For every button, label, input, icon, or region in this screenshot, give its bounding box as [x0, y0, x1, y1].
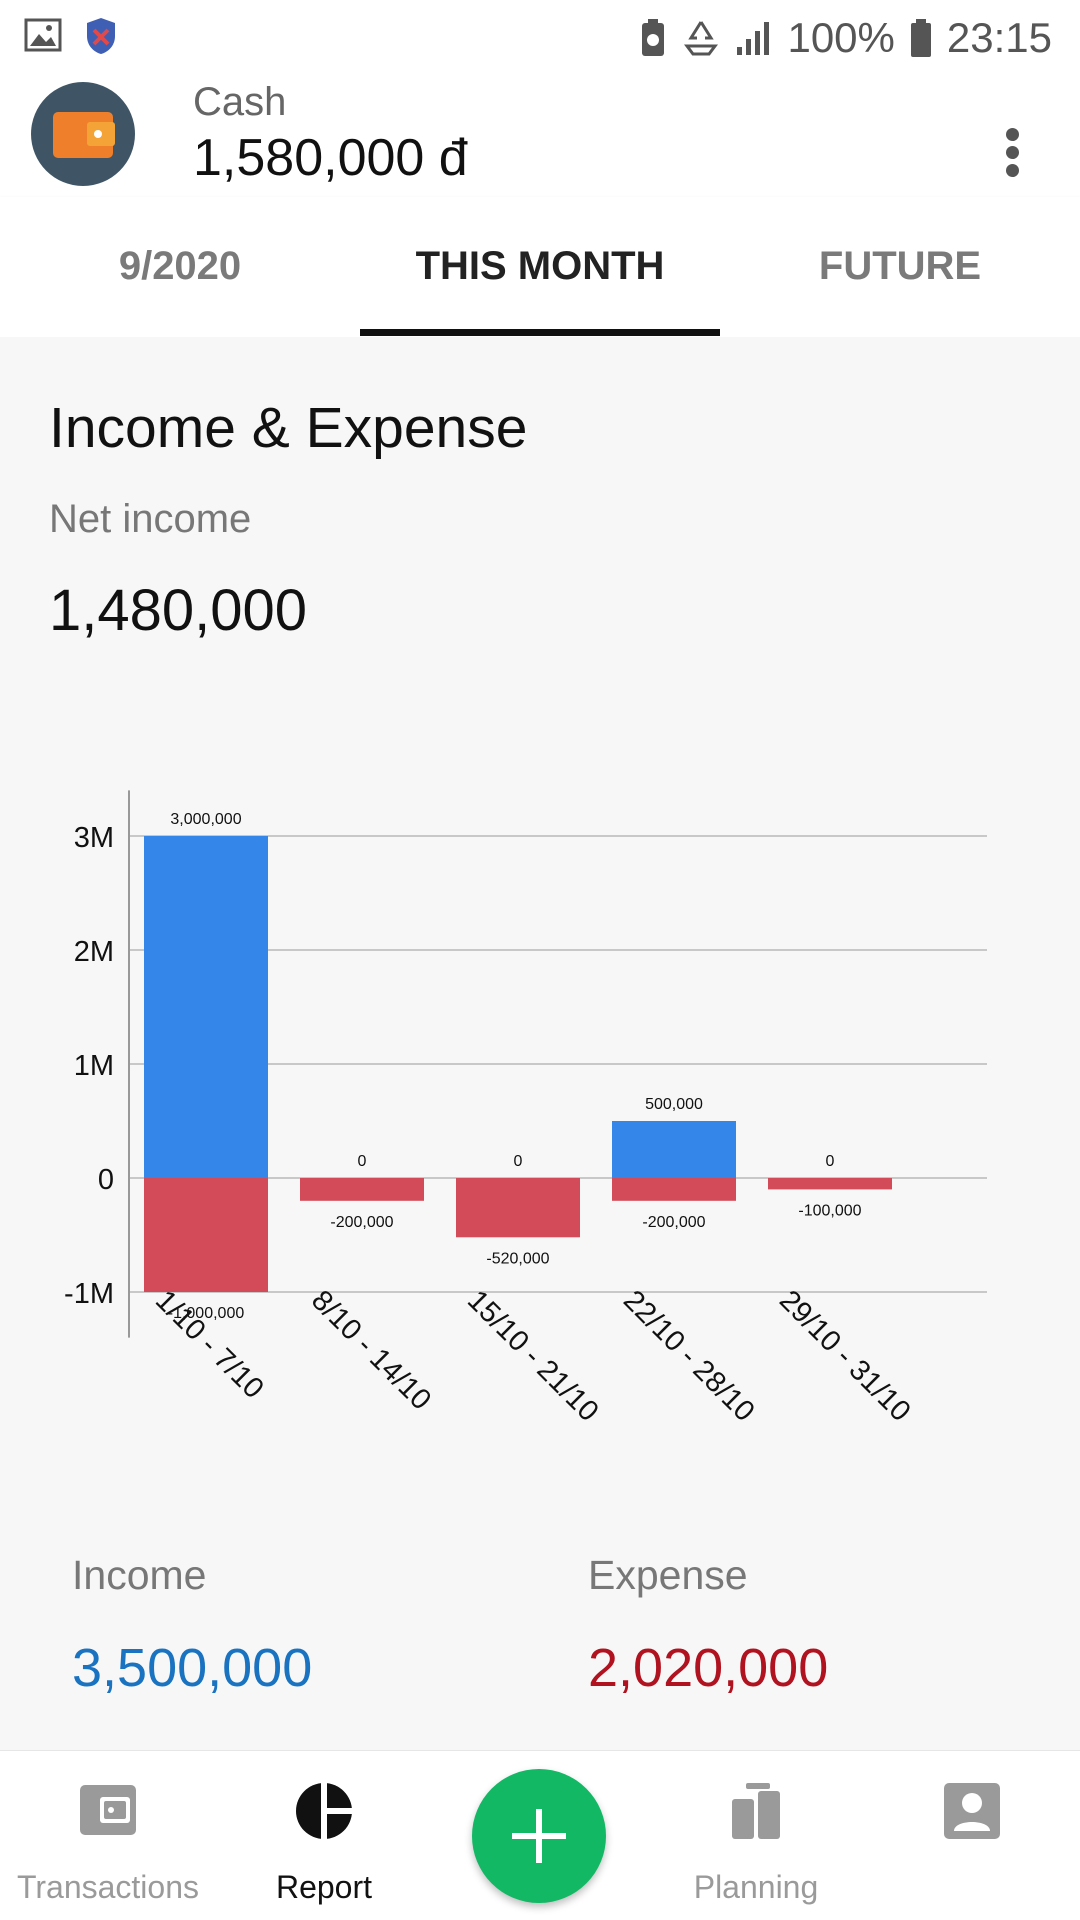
- expense-data-label: -200,000: [330, 1214, 393, 1231]
- status-bar: 100% 23:15: [0, 0, 1080, 72]
- active-tab-indicator: [360, 329, 720, 336]
- account-icon: [944, 1783, 1000, 1839]
- nav-planning[interactable]: Planning: [648, 1751, 864, 1920]
- wallet-name[interactable]: Cash: [193, 80, 287, 124]
- expense-data-label: -100,000: [798, 1202, 861, 1219]
- nav-report-label: Report: [275, 1869, 373, 1905]
- battery-icon: [910, 19, 931, 57]
- expense-data-label: -200,000: [642, 1214, 705, 1231]
- x-category-label: 15/10 - 21/10: [461, 1284, 604, 1427]
- nav-transactions[interactable]: Transactions: [0, 1751, 216, 1920]
- income-label: Income: [72, 1552, 207, 1598]
- y-tick-label: -1M: [64, 1278, 114, 1310]
- more-options-icon[interactable]: [1006, 128, 1022, 178]
- x-category-label: 22/10 - 28/10: [617, 1284, 760, 1427]
- add-transaction-button[interactable]: [472, 1769, 606, 1903]
- income-data-label: 500,000: [645, 1096, 703, 1113]
- planning-icon: [732, 1783, 780, 1839]
- wallet-header: Cash 1,580,000 đ: [0, 72, 1080, 197]
- pie-chart-icon: [296, 1781, 354, 1841]
- gallery-notification-icon: [24, 18, 62, 52]
- x-category-label: 29/10 - 31/10: [773, 1284, 916, 1427]
- nav-transactions-label: Transactions: [17, 1869, 199, 1905]
- tab-previous-month[interactable]: 9/2020: [118, 244, 242, 288]
- y-tick-label: 0: [98, 1164, 114, 1196]
- expense-data-label: -520,000: [486, 1250, 549, 1267]
- income-bar: [612, 1121, 736, 1178]
- net-income-label: Net income: [49, 497, 252, 541]
- income-data-label: 0: [514, 1153, 523, 1170]
- income-data-label: 0: [826, 1153, 835, 1170]
- nav-report[interactable]: Report: [216, 1751, 432, 1920]
- income-data-label: 3,000,000: [170, 811, 241, 828]
- report-content: Income & Expense Net income 1,480,000 3M…: [0, 337, 1080, 1750]
- nav-planning-label: Planning: [693, 1869, 819, 1905]
- shield-notification-icon: [87, 18, 115, 54]
- clock: 23:15: [946, 14, 1052, 61]
- period-tabs: 9/2020 THIS MONTH FUTURE: [0, 197, 1080, 337]
- expense-bar: [768, 1178, 892, 1190]
- net-income-value: 1,480,000: [49, 578, 308, 643]
- section-title: Income & Expense: [49, 396, 528, 460]
- expense-value: 2,020,000: [588, 1638, 829, 1698]
- expense-data-label: -1,000,000: [168, 1305, 245, 1322]
- y-tick-label: 3M: [74, 822, 114, 854]
- income-bar: [144, 836, 268, 1178]
- battery-percent: 100%: [787, 14, 895, 61]
- x-category-label: 1/10 - 7/10: [149, 1284, 270, 1405]
- signal-icon: [737, 22, 770, 55]
- expense-label: Expense: [588, 1552, 748, 1598]
- battery-saver-icon: [642, 19, 665, 56]
- recycle-icon: [684, 21, 719, 56]
- expense-bar: [300, 1178, 424, 1201]
- nav-account[interactable]: [864, 1751, 1080, 1920]
- wallet-nav-icon: [80, 1785, 136, 1835]
- income-data-label: 0: [358, 1153, 367, 1170]
- expense-bar: [612, 1178, 736, 1201]
- tab-this-month[interactable]: THIS MONTH: [415, 244, 665, 288]
- tab-future[interactable]: FUTURE: [818, 244, 982, 288]
- y-tick-label: 1M: [74, 1050, 114, 1082]
- wallet-icon[interactable]: [31, 82, 135, 186]
- wallet-balance: 1,580,000 đ: [193, 129, 468, 187]
- y-tick-label: 2M: [74, 936, 114, 968]
- income-value: 3,500,000: [72, 1638, 313, 1698]
- x-category-label: 8/10 - 14/10: [305, 1284, 437, 1416]
- expense-bar: [456, 1178, 580, 1238]
- expense-bar: [144, 1178, 268, 1292]
